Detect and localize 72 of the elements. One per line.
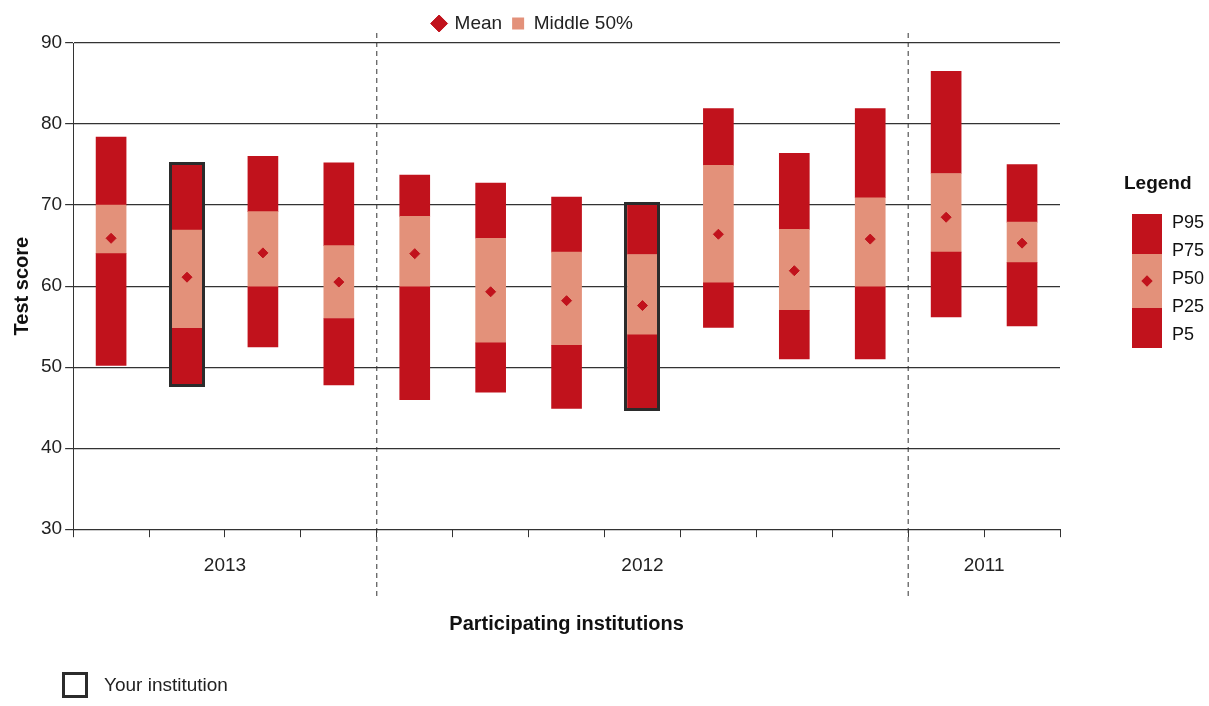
bar: [171, 327, 203, 385]
x-axis-title: Participating institutions: [449, 611, 684, 634]
bar: [1006, 164, 1038, 223]
text: 2013: [203, 554, 247, 576]
bar: [703, 165, 734, 284]
point: [181, 271, 193, 283]
text: P50: [1172, 267, 1205, 290]
point: [561, 295, 573, 307]
text: P95: [1172, 211, 1205, 234]
y-tick-label: 70: [40, 193, 63, 215]
bar: [778, 152, 810, 230]
point: [788, 265, 800, 277]
point: [712, 228, 724, 240]
legend-label: Middle 50%: [533, 11, 634, 33]
y-tick-label: 40: [40, 436, 63, 458]
bar: [399, 174, 431, 217]
bar: [551, 196, 582, 253]
point: [485, 286, 497, 298]
bar: [551, 251, 582, 346]
bar: [95, 204, 127, 255]
point: [333, 276, 345, 288]
point: [636, 300, 648, 312]
bar: [778, 310, 810, 360]
text: Your institution: [104, 674, 228, 696]
y-tick-label: 50: [40, 355, 63, 377]
bar: [323, 318, 355, 386]
bar: [475, 182, 506, 239]
bar: [399, 286, 431, 400]
text: P5: [1172, 323, 1196, 346]
bar: [171, 229, 203, 329]
point: [940, 211, 952, 223]
bar: [171, 164, 203, 231]
y-tick-label: 30: [40, 517, 63, 539]
text: P25: [1172, 295, 1205, 318]
text: P75: [1172, 239, 1205, 262]
bar: [247, 286, 279, 348]
bar: [930, 71, 962, 174]
bar: [399, 216, 431, 288]
bar: [778, 229, 810, 311]
bar: [627, 334, 658, 409]
bar: [1006, 262, 1038, 327]
point: [105, 232, 117, 244]
bar: [627, 204, 658, 255]
point: [409, 248, 421, 260]
bar: [323, 245, 355, 319]
bar: [854, 108, 886, 199]
bar: [247, 156, 279, 212]
bar: [95, 136, 127, 206]
bar: [247, 211, 279, 288]
bar: [930, 173, 962, 253]
point: [257, 247, 269, 259]
bar: [323, 162, 355, 246]
text: 2011: [963, 554, 1005, 576]
bar: [854, 286, 886, 360]
bar: [930, 251, 962, 318]
text: 2012: [621, 554, 664, 576]
bar: [703, 108, 734, 166]
point: [864, 233, 876, 245]
bar: [475, 237, 506, 344]
y-tick-label: 90: [40, 31, 63, 53]
bar: [95, 253, 127, 366]
bar: [627, 254, 658, 336]
bar: [551, 344, 582, 409]
legend-label: Mean: [454, 11, 503, 33]
bar: [703, 282, 734, 328]
y-tick-label: 60: [40, 274, 63, 296]
bar: [1006, 221, 1038, 263]
legend-title: Legend: [1124, 172, 1193, 194]
y-axis-title: Test score: [9, 236, 32, 336]
bar: [854, 197, 886, 288]
bar: [475, 342, 506, 393]
y-tick-label: 80: [40, 112, 63, 134]
